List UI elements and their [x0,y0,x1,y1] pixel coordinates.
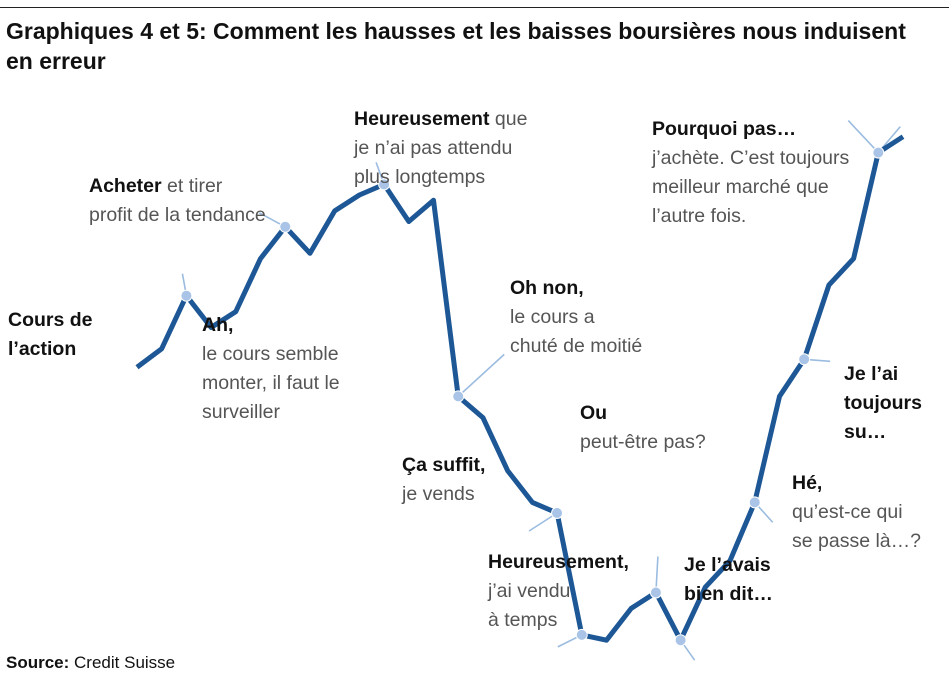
jelavais-line2: bien dit… [684,583,773,605]
pourquoi-bold: Pourquoi pas… [652,118,797,140]
ah-bold: Ah, [202,314,234,336]
leader-line-7 [655,556,659,593]
point-marker-11 [872,146,885,159]
casuffit-line1: je vends [402,483,475,505]
point-marker-6 [575,628,588,641]
pourquoi-line1: j’achète. C’est toujours [652,147,850,169]
jelai-line1: Je l’ai [844,363,899,385]
point-marker-8 [674,634,687,647]
pourquoi-line2: meilleur marché que [652,176,829,198]
annotation-heureusement-2: Heureusement, j’ai vendu à temps [488,548,629,635]
point-marker-7 [649,586,662,599]
source-text: Credit Suisse [74,653,176,672]
label-cours-de-laction: Cours de l’action [8,306,93,364]
leader-line-4 [457,353,505,397]
point-marker-10 [798,353,811,366]
ah-line3: surveiller [202,401,281,423]
point-marker-2 [279,220,292,233]
price-line-series [135,134,905,643]
point-marker-3 [378,178,391,191]
annotation-ah: Ah, le cours semble monter, il faut le s… [202,311,340,427]
annotation-acheter: Acheter et tirer profit de la tendance [89,172,266,230]
point-marker-9 [748,496,761,509]
annotation-je-lai: Je l’ai toujours su… [844,360,922,447]
heureusement1-line1: je n’ai pas attendu [354,137,513,159]
annotation-ca-suffit: Ça suffit, je vends [402,451,485,509]
annotation-ou: Ou peut-être pas? [580,399,706,457]
heureusement2-line1: j’ai vendu [488,580,571,602]
top-rule [0,7,949,8]
annotation-pourquoi-pas: Pourquoi pas… j’achète. C’est toujours m… [652,115,849,231]
ohnon-bold: Oh non, [510,277,584,299]
he-bold: Hé, [792,472,823,494]
ah-line2: monter, il faut le [202,372,340,394]
pourquoi-line3: l’autre fois. [652,205,747,227]
he-line1: qu’est-ce qui [792,501,903,523]
point-marker-1 [180,289,193,302]
point-marker-5 [551,507,564,519]
acheter-rest: et tirer [161,175,223,197]
jelai-line3: su… [844,421,887,443]
he-line2: se passe là…? [792,530,921,552]
chart-title: Graphiques 4 et 5: Comment les hausses e… [6,18,906,74]
casuffit-bold: Ça suffit, [402,454,486,476]
cours-line1: Cours de [8,309,93,331]
heureusement1-line2: plus longtemps [354,166,486,188]
point-marker-4 [452,390,465,403]
point-markers [180,146,885,647]
jelai-line2: toujours [844,392,922,414]
ou-line1: peut-être pas? [580,431,706,453]
heureusement1-bold: Heureusement [354,108,490,130]
ohnon-line1: le cours a [510,306,595,328]
acheter-bold: Acheter [89,175,162,197]
ah-line1: le cours semble [202,343,339,365]
annotation-heureusement-1: Heureusement que je n’ai pas attendu plu… [354,105,527,192]
annotation-je-lavais: Je l’avais bien dit… [684,551,773,609]
annotation-oh-non: Oh non, le cours a chuté de moitié [510,274,642,361]
heureusement2-bold: Heureusement, [488,551,629,573]
leader-line-11 [847,120,879,154]
source-note: Source: Credit Suisse [6,653,175,673]
heureusement2-line2: à temps [488,609,558,631]
jelavais-line1: Je l’avais [684,554,771,576]
heureusement1-rest: que [489,108,528,130]
cours-line2: l’action [8,338,77,360]
ou-bold: Ou [580,402,608,424]
ohnon-line2: chuté de moitié [510,335,643,357]
source-label: Source: [6,653,70,672]
acheter-line1: profit de la tendance [89,204,266,226]
annotation-he: Hé, qu’est-ce qui se passe là…? [792,469,921,556]
